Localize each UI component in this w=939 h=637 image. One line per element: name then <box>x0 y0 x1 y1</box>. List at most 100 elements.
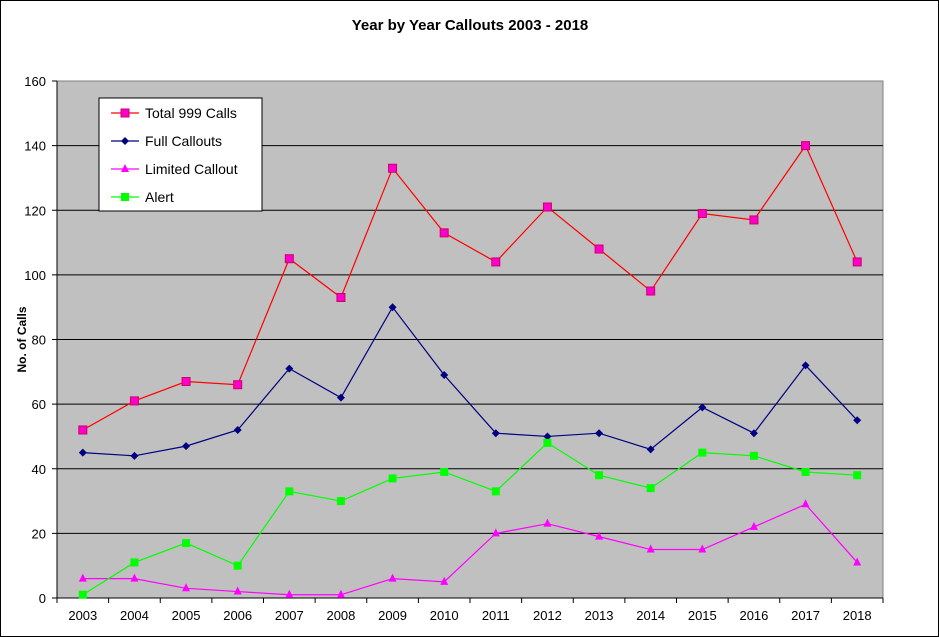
data-point-limited-callout <box>130 573 139 582</box>
data-point-limited-callout <box>646 544 655 553</box>
x-tick-label: 2010 <box>430 608 459 623</box>
x-tick-label: 2012 <box>533 608 562 623</box>
series-line-limited-callout <box>82 503 858 596</box>
data-point-full-callouts <box>595 429 604 438</box>
series-line-total-999-calls <box>82 144 858 431</box>
y-tick-label: 20 <box>32 526 46 541</box>
data-point-total-999-calls <box>594 244 604 254</box>
y-tick-label: 40 <box>32 462 46 477</box>
data-point-alert <box>595 471 604 480</box>
y-tick-label: 100 <box>24 268 46 283</box>
data-point-alert <box>336 497 345 506</box>
x-tick-label: 2016 <box>739 608 768 623</box>
data-point-total-999-calls <box>233 380 243 390</box>
data-point-full-callouts <box>698 403 707 412</box>
legend-label-alert: Alert <box>145 189 174 205</box>
data-point-total-999-calls <box>181 377 191 387</box>
legend-marker-alert <box>121 193 129 201</box>
data-point-alert <box>749 451 758 460</box>
legend-label-full-callouts: Full Callouts <box>145 133 222 149</box>
data-point-limited-callout <box>698 544 707 553</box>
x-tick-label: 2003 <box>68 608 97 623</box>
x-tick-label: 2005 <box>172 608 201 623</box>
data-point-full-callouts <box>749 429 758 438</box>
data-point-alert <box>698 448 707 457</box>
y-tick-label: 60 <box>32 397 46 412</box>
y-tick-label: 160 <box>24 74 46 89</box>
y-tick-label: 120 <box>24 203 46 218</box>
data-point-alert <box>646 484 655 493</box>
data-point-total-999-calls <box>542 202 552 212</box>
data-point-alert <box>491 487 500 496</box>
data-point-full-callouts <box>233 425 242 434</box>
data-point-alert <box>801 467 810 476</box>
legend-marker-total-999-calls <box>120 108 130 118</box>
y-tick-label: 0 <box>39 591 46 606</box>
legend-label-limited-callout: Limited Callout <box>145 161 238 177</box>
data-point-total-999-calls <box>78 425 88 435</box>
data-point-limited-callout <box>440 576 449 585</box>
data-point-total-999-calls <box>697 208 707 218</box>
data-point-limited-callout <box>801 499 810 508</box>
data-point-full-callouts <box>285 364 294 373</box>
data-point-limited-callout <box>595 531 604 540</box>
data-point-full-callouts <box>543 432 552 441</box>
data-point-limited-callout <box>853 557 862 566</box>
data-point-full-callouts <box>130 451 139 460</box>
data-point-full-callouts <box>853 416 862 425</box>
data-point-full-callouts <box>388 303 397 312</box>
x-tick-label: 2004 <box>120 608 149 623</box>
data-point-alert <box>130 558 139 567</box>
data-point-alert <box>233 561 242 570</box>
data-point-full-callouts <box>801 361 810 370</box>
legend-marker-limited-callout <box>121 164 129 172</box>
data-point-limited-callout <box>491 528 500 537</box>
legend-label-total-999-calls: Total 999 Calls <box>145 105 237 121</box>
data-point-total-999-calls <box>388 163 398 173</box>
x-tick-label: 2006 <box>223 608 252 623</box>
data-point-limited-callout <box>285 589 294 598</box>
data-point-limited-callout <box>78 573 87 582</box>
y-axis-label: No. of Calls <box>15 306 29 372</box>
data-point-total-999-calls <box>749 215 759 225</box>
data-point-limited-callout <box>543 518 552 527</box>
data-point-full-callouts <box>182 442 191 451</box>
chart-title: Year by Year Callouts 2003 - 2018 <box>352 17 589 34</box>
data-point-full-callouts <box>646 445 655 454</box>
data-point-alert <box>285 487 294 496</box>
data-point-alert <box>388 474 397 483</box>
data-point-alert <box>853 471 862 480</box>
data-point-total-999-calls <box>646 286 656 296</box>
data-point-limited-callout <box>182 583 191 592</box>
data-point-full-callouts <box>491 429 500 438</box>
series-line-full-callouts <box>82 306 858 457</box>
data-point-limited-callout <box>233 586 242 595</box>
y-tick-label: 140 <box>24 139 46 154</box>
x-tick-label: 2007 <box>275 608 304 623</box>
x-tick-label: 2011 <box>482 608 510 623</box>
x-tick-label: 2013 <box>585 608 614 623</box>
data-point-full-callouts <box>336 393 345 402</box>
x-tick-label: 2017 <box>791 608 820 623</box>
data-point-total-999-calls <box>439 228 449 238</box>
data-point-limited-callout <box>336 589 345 598</box>
data-point-alert <box>78 590 87 599</box>
data-point-total-999-calls <box>129 396 139 406</box>
x-tick-label: 2009 <box>378 608 407 623</box>
data-point-total-999-calls <box>491 257 501 267</box>
x-tick-label: 2015 <box>688 608 717 623</box>
data-point-total-999-calls <box>284 254 294 264</box>
data-point-limited-callout <box>388 573 397 582</box>
data-point-total-999-calls <box>801 141 811 151</box>
data-point-limited-callout <box>749 521 758 530</box>
data-point-total-999-calls <box>336 292 346 302</box>
series-line-alert <box>82 442 858 596</box>
data-point-alert <box>182 539 191 548</box>
x-tick-label: 2018 <box>843 608 872 623</box>
data-point-full-callouts <box>440 371 449 380</box>
data-point-total-999-calls <box>852 257 862 267</box>
y-tick-label: 80 <box>32 333 46 348</box>
data-point-full-callouts <box>78 448 87 457</box>
x-tick-label: 2014 <box>636 608 665 623</box>
